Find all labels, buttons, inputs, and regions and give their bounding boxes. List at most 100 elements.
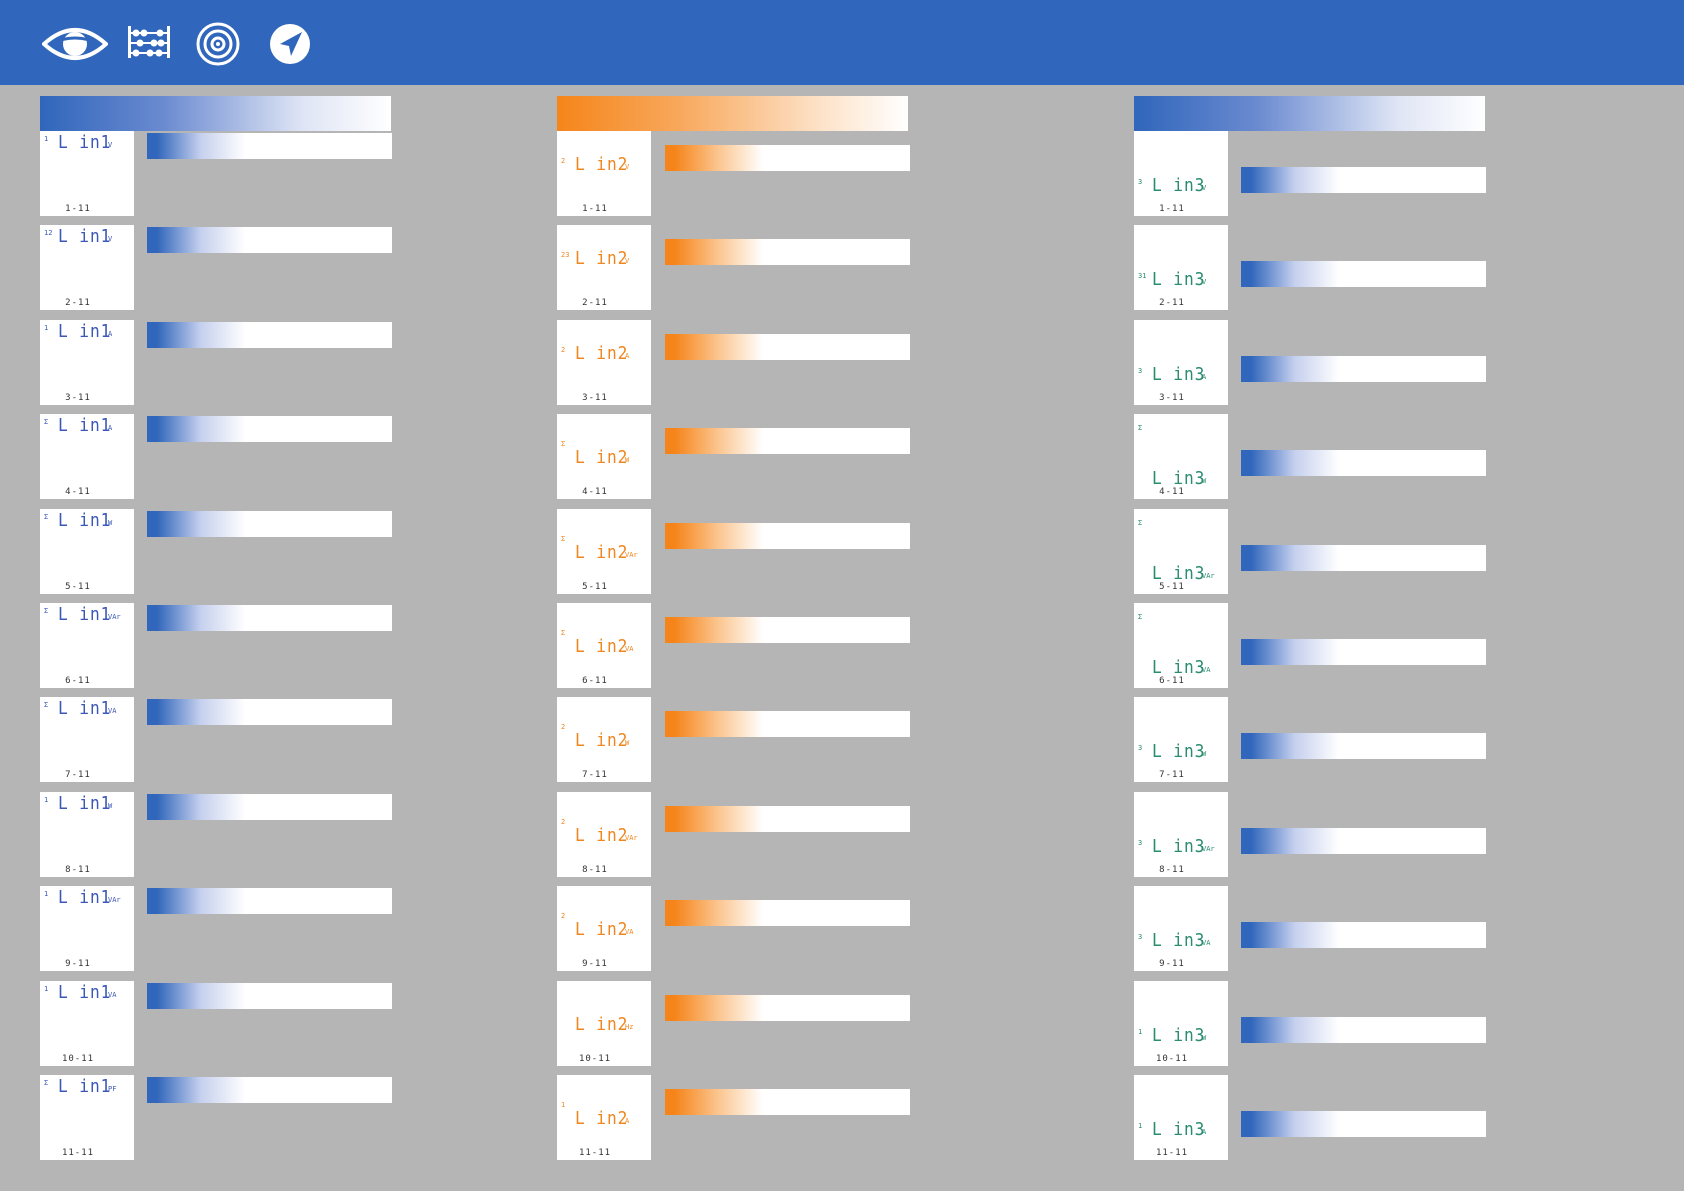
description-bar <box>147 511 392 537</box>
phase-number: 1 <box>44 890 49 898</box>
phase-number: 23 <box>561 251 570 259</box>
display-screen: 3 L in3 VAr 8-11 <box>1134 792 1228 877</box>
phase-number: Σ <box>1138 613 1143 621</box>
screen-index: 11-11 <box>1155 1148 1189 1158</box>
screen-index: 8-11 <box>1159 865 1185 875</box>
description-bar <box>147 133 392 159</box>
phase-number: Σ <box>561 629 566 637</box>
line-label: L in2 <box>575 447 629 468</box>
unit-label: A <box>625 352 630 360</box>
description-bar <box>1241 828 1486 854</box>
display-screen: Σ L in3 W 4-11 <box>1134 414 1228 499</box>
line-label: L in3 <box>1152 563 1206 584</box>
description-bar <box>1241 545 1486 571</box>
unit-label: W <box>1202 750 1207 758</box>
phase-number: 1 <box>44 135 49 143</box>
line-label: L in3 <box>1152 657 1206 678</box>
display-screen: Σ L in1 W 5-11 <box>40 509 134 594</box>
line-label: L in2 <box>575 1108 629 1129</box>
unit-label: A <box>108 330 113 338</box>
description-bar <box>147 699 392 725</box>
line-label: L in2 <box>575 825 629 846</box>
display-screen: 1 L in1 VA 10-11 <box>40 981 134 1066</box>
screen-index: 9-11 <box>1159 959 1185 969</box>
screen-index: 11-11 <box>578 1148 612 1158</box>
screen-index: 6-11 <box>1159 676 1185 686</box>
unit-label: V <box>108 235 113 243</box>
screen-index: 1-11 <box>1159 204 1185 214</box>
screen-index: 1-11 <box>65 204 91 214</box>
display-screen: Σ L in1 VA 7-11 <box>40 697 134 782</box>
description-bar <box>1241 1111 1486 1137</box>
display-screen: 2 L in2 A 3-11 <box>557 320 651 405</box>
phase-number: 3 <box>1138 839 1143 847</box>
unit-label: VAr <box>1202 572 1215 580</box>
phase-number: Σ <box>561 440 566 448</box>
screen-index: 4-11 <box>1159 487 1185 497</box>
description-bar <box>1241 639 1486 665</box>
display-screen: 1 L in3 A 11-11 <box>1134 1075 1228 1160</box>
line-label: L in2 <box>575 542 629 563</box>
line-label: L in3 <box>1152 836 1206 857</box>
description-bar <box>665 428 910 454</box>
description-bar <box>1241 450 1486 476</box>
phase-number: Σ <box>44 701 49 709</box>
display-screen: 31 L in3 V 2-11 <box>1134 225 1228 310</box>
screen-index: 5-11 <box>1159 582 1185 592</box>
description-bar <box>665 334 910 360</box>
line-label: L in1 <box>58 510 112 531</box>
line-label: L in2 <box>575 343 629 364</box>
display-screen: Σ L in3 VAr 5-11 <box>1134 509 1228 594</box>
screen-index: 2-11 <box>1159 298 1185 308</box>
column-header-bar <box>557 96 908 131</box>
display-screen: 3 L in3 A 3-11 <box>1134 320 1228 405</box>
description-bar <box>147 605 392 631</box>
unit-label: VA <box>625 645 634 653</box>
description-bar <box>147 227 392 253</box>
display-screen: 1 L in2 A 11-11 <box>557 1075 651 1160</box>
phase-number: Σ <box>44 418 49 426</box>
display-screen: 1 L in1 VAr 9-11 <box>40 886 134 971</box>
line-label: L in3 <box>1152 269 1206 290</box>
line-label: L in1 <box>58 321 112 342</box>
display-screen: L in2 Hz 10-11 <box>557 981 651 1066</box>
display-screen: Σ L in3 VA 6-11 <box>1134 603 1228 688</box>
unit-label: VA <box>625 928 634 936</box>
phase-number: 31 <box>1138 272 1147 280</box>
screen-index: 9-11 <box>65 959 91 969</box>
display-screen: Σ L in1 PF 11-11 <box>40 1075 134 1160</box>
unit-label: VAr <box>625 834 638 842</box>
phase-number: Σ <box>1138 424 1143 432</box>
line-label: L in2 <box>575 1014 629 1035</box>
line-label: L in1 <box>58 132 112 153</box>
target-icon <box>196 22 240 66</box>
line-label: L in1 <box>58 604 112 625</box>
line-label: L in1 <box>58 698 112 719</box>
unit-label: V <box>625 257 630 265</box>
phase-number: Σ <box>561 535 566 543</box>
screen-index: 11-11 <box>61 1148 95 1158</box>
unit-label: W <box>108 519 113 527</box>
phase-number: Σ <box>1138 519 1143 527</box>
screen-index: 5-11 <box>582 582 608 592</box>
unit-label: W <box>108 802 113 810</box>
display-screen: 3 L in3 VA 9-11 <box>1134 886 1228 971</box>
line-label: L in1 <box>58 415 112 436</box>
display-screen: 1 L in1 A 3-11 <box>40 320 134 405</box>
display-screen: 2 L in2 W 7-11 <box>557 697 651 782</box>
top-header-bar <box>0 0 1684 85</box>
abacus-icon <box>128 26 170 58</box>
unit-label: A <box>1202 373 1207 381</box>
unit-label: V <box>1202 278 1207 286</box>
unit-label: VA <box>108 707 117 715</box>
phase-number: 3 <box>1138 744 1143 752</box>
line-label: L in2 <box>575 248 629 269</box>
screen-index: 6-11 <box>582 676 608 686</box>
unit-label: W <box>1202 1034 1207 1042</box>
display-screen: 2 L in2 VA 9-11 <box>557 886 651 971</box>
unit-label: A <box>1202 1128 1207 1136</box>
display-screen: 1 L in1 W 8-11 <box>40 792 134 877</box>
phase-number: Σ <box>44 513 49 521</box>
line-label: L in3 <box>1152 364 1206 385</box>
description-bar <box>665 1089 910 1115</box>
